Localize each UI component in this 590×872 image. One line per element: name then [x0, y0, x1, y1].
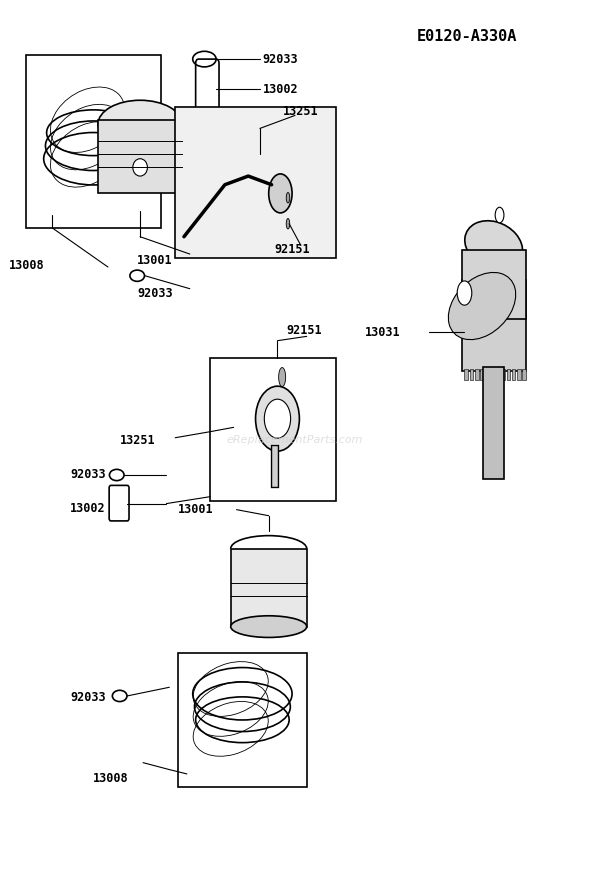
Ellipse shape [231, 616, 307, 637]
Text: 92151: 92151 [274, 243, 310, 256]
Bar [502, 369, 505, 379]
Bar [483, 367, 504, 480]
Text: E0120-A330A: E0120-A330A [417, 29, 517, 44]
Text: 92033: 92033 [137, 287, 173, 300]
Ellipse shape [286, 219, 290, 229]
Bar [231, 548, 307, 627]
Text: 13031: 13031 [365, 325, 400, 338]
Text: 13001: 13001 [178, 503, 214, 516]
Bar [522, 369, 526, 379]
Bar [480, 369, 484, 379]
Ellipse shape [268, 174, 292, 213]
Text: 13008: 13008 [93, 772, 129, 785]
Bar [496, 369, 500, 379]
Text: 13008: 13008 [9, 259, 44, 272]
Text: eReplacementParts.com: eReplacementParts.com [227, 435, 363, 446]
Text: 13001: 13001 [137, 254, 173, 267]
Text: 92033: 92033 [263, 52, 299, 65]
Text: 13002: 13002 [70, 502, 106, 515]
Ellipse shape [278, 368, 286, 386]
Ellipse shape [457, 281, 472, 305]
Bar [210, 358, 336, 501]
Ellipse shape [448, 272, 516, 339]
Bar [178, 652, 307, 787]
Text: 13251: 13251 [120, 434, 155, 446]
Bar [470, 369, 473, 379]
Bar [486, 369, 489, 379]
Bar [461, 249, 526, 319]
Bar [507, 369, 510, 379]
Bar [517, 369, 520, 379]
Ellipse shape [476, 262, 512, 297]
Text: 92033: 92033 [70, 468, 106, 481]
Text: 92033: 92033 [70, 691, 106, 705]
Ellipse shape [255, 386, 299, 451]
Bar [464, 369, 468, 379]
Bar [98, 119, 182, 194]
Text: 13251: 13251 [283, 105, 319, 118]
Ellipse shape [264, 399, 291, 438]
Ellipse shape [286, 193, 290, 203]
Ellipse shape [465, 221, 523, 270]
Ellipse shape [98, 100, 182, 148]
Bar [491, 369, 494, 379]
Text: 92151: 92151 [286, 324, 322, 337]
Bar [512, 369, 515, 379]
Ellipse shape [133, 159, 148, 176]
Bar [475, 369, 478, 379]
Text: 13002: 13002 [263, 83, 299, 96]
Ellipse shape [495, 208, 504, 223]
Bar [26, 55, 160, 228]
Bar [175, 106, 336, 258]
Bar [461, 280, 526, 371]
